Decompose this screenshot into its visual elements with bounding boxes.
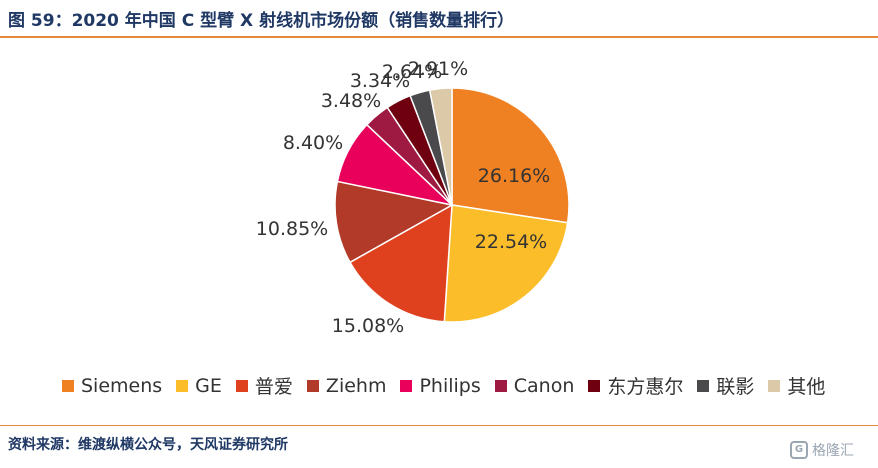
data-label-9: 2.91% bbox=[408, 58, 468, 80]
pie-slice-9 bbox=[428, 87, 453, 206]
data-label-3: 15.08% bbox=[332, 315, 404, 337]
legend-swatch bbox=[400, 379, 413, 392]
data-label-5: 8.40% bbox=[283, 132, 343, 154]
pie-slice-4 bbox=[334, 180, 455, 264]
pie-slice-3 bbox=[348, 203, 453, 323]
footer-divider bbox=[0, 425, 878, 426]
legend-item-9: 其他 bbox=[768, 372, 825, 399]
data-label-6: 3.48% bbox=[321, 90, 381, 112]
legend-swatch bbox=[306, 379, 319, 392]
title-divider bbox=[0, 36, 878, 38]
legend-label: 普爱 bbox=[254, 376, 293, 398]
legend-label: 东方惠尔 bbox=[607, 376, 684, 398]
legend-swatch bbox=[697, 379, 710, 392]
legend-swatch bbox=[588, 379, 601, 392]
legend-label: GE bbox=[195, 374, 222, 397]
legend-label: Philips bbox=[419, 374, 481, 397]
legend-swatch bbox=[176, 379, 189, 392]
legend-swatch bbox=[494, 379, 507, 392]
pie-slice-1 bbox=[451, 87, 570, 224]
legend-item-2: GE bbox=[176, 375, 222, 397]
source-note: 资料来源：维渡纵横公众号，天风证券研究所 bbox=[8, 437, 288, 453]
legend-item-7: 东方惠尔 bbox=[588, 372, 683, 399]
legend-label: 其他 bbox=[787, 376, 826, 398]
legend-swatch bbox=[768, 379, 781, 392]
legend-label: Ziehm bbox=[325, 374, 387, 397]
legend-item-6: Canon bbox=[494, 374, 575, 397]
watermark-text: 格隆汇 bbox=[812, 443, 854, 459]
legend-item-5: Philips bbox=[400, 374, 481, 397]
legend-swatch bbox=[235, 379, 248, 392]
pie-chart: 26.16% 22.54% 15.08% 10.85% 8.40% 3.48%3.34%2… bbox=[256, 58, 570, 337]
legend-item-3: 普爱 bbox=[235, 372, 293, 399]
legend-item-8: 联影 bbox=[697, 372, 754, 399]
watermark: G 格隆汇 bbox=[790, 440, 854, 460]
legend-label: 联影 bbox=[716, 376, 755, 398]
data-label-8: 2.64% bbox=[382, 61, 442, 83]
data-label-7: 3.34% bbox=[350, 70, 410, 92]
legend-item-1: Siemens bbox=[62, 375, 162, 397]
legend-item-4: Ziehm bbox=[306, 374, 387, 397]
chart-legend: Siemens GE 普爱 Ziehm Philips Canon 东方惠尔 联影 其他 bbox=[62, 372, 839, 399]
pie-slice-2 bbox=[443, 204, 569, 323]
figure-title: 图 59：2020 年中国 C 型臂 X 射线机市场份额（销售数量排行） bbox=[8, 11, 515, 31]
legend-swatch bbox=[62, 379, 74, 392]
watermark-logo-icon: G bbox=[790, 441, 808, 459]
legend-label: Siemens bbox=[81, 374, 163, 397]
data-label-4: 10.85% bbox=[256, 218, 328, 240]
data-label-2: 22.54% bbox=[475, 231, 547, 253]
legend-label: Canon bbox=[513, 374, 575, 397]
data-label-1: 26.16% bbox=[478, 165, 550, 187]
